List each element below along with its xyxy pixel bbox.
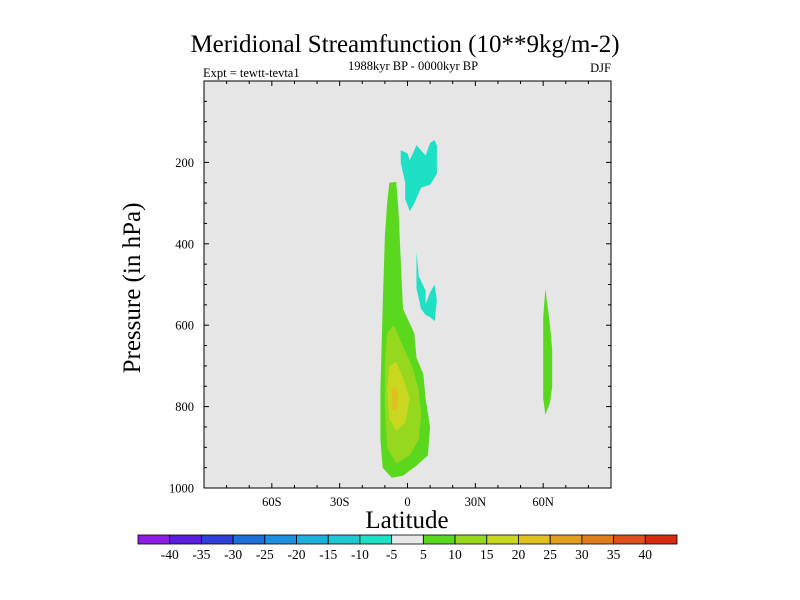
colorbar-swatch bbox=[264, 534, 297, 545]
colorbar-swatch bbox=[581, 534, 614, 545]
x-axis-label: Latitude bbox=[365, 507, 448, 534]
colorbar-label: 5 bbox=[420, 547, 427, 562]
colorbar-swatch bbox=[296, 534, 329, 545]
colorbar-label: -40 bbox=[161, 547, 179, 562]
colorbar-swatch bbox=[137, 534, 171, 545]
contour-region-5 bbox=[400, 140, 437, 212]
y-tick-label: 600 bbox=[175, 319, 194, 333]
x-tick-label: 60S bbox=[262, 495, 282, 509]
colorbar-label: -30 bbox=[224, 547, 242, 562]
colorbar-swatch bbox=[486, 534, 519, 545]
colorbar-label: -10 bbox=[351, 547, 369, 562]
colorbar-swatch bbox=[454, 534, 488, 545]
colorbar-swatch bbox=[201, 534, 234, 545]
contour-region-3 bbox=[387, 361, 410, 431]
x-tick-label: 0 bbox=[404, 495, 410, 509]
colorbar-label: 15 bbox=[480, 547, 494, 562]
colorbar-labels: -40 -35 -30 -25 -20 -15 -10 -5 5 10 15 20 25 30 35 40 bbox=[161, 547, 653, 562]
colorbar-label: 20 bbox=[512, 547, 526, 562]
colorbar-label: 25 bbox=[543, 547, 557, 562]
y-tick-labels: 200 400 600 800 1000 bbox=[169, 156, 194, 496]
contour-region-4 bbox=[391, 386, 399, 411]
colorbar-swatch bbox=[391, 534, 424, 545]
colorbar-label: -35 bbox=[192, 547, 210, 562]
colorbar-swatch bbox=[518, 534, 551, 545]
experiment-label: Expt = tewtt-tevta1 bbox=[203, 66, 300, 80]
colorbar-label: 10 bbox=[448, 547, 462, 562]
colorbar-swatch bbox=[232, 534, 266, 545]
y-tick-label: 200 bbox=[175, 156, 194, 170]
contour-region-6 bbox=[416, 251, 437, 322]
colorbar-label: -25 bbox=[256, 547, 274, 562]
x-tick-label: 60N bbox=[532, 495, 554, 509]
colorbar-swatch bbox=[169, 534, 202, 545]
colorbar-swatch bbox=[613, 534, 646, 545]
colorbar-label: 35 bbox=[607, 547, 621, 562]
colorbar-swatch bbox=[644, 534, 678, 545]
x-tick-label: 30N bbox=[465, 495, 487, 509]
colorbar-label: 40 bbox=[639, 547, 653, 562]
colorbar-label: -15 bbox=[319, 547, 337, 562]
colorbar-swatch bbox=[327, 534, 361, 545]
season-label: DJF bbox=[590, 61, 611, 75]
colorbar bbox=[137, 534, 678, 545]
time-period-label: 1988kyr BP - 0000kyr BP bbox=[348, 59, 478, 73]
contour-region-7 bbox=[543, 288, 553, 415]
colorbar-label: -5 bbox=[386, 547, 397, 562]
colorbar-label: -20 bbox=[288, 547, 306, 562]
axis-ticks bbox=[203, 80, 612, 489]
y-tick-label: 800 bbox=[175, 400, 194, 414]
chart-title: Meridional Streamfunction (10**9kg/m-2) bbox=[190, 31, 619, 58]
y-tick-label: 400 bbox=[175, 237, 194, 251]
y-tick-label: 1000 bbox=[169, 482, 194, 496]
x-tick-labels: 60S 30S 0 30N 60N bbox=[262, 495, 554, 509]
y-axis-label: Pressure (in hPa) bbox=[119, 203, 146, 374]
colorbar-label: 30 bbox=[575, 547, 589, 562]
colorbar-swatch bbox=[359, 534, 393, 545]
colorbar-swatch bbox=[549, 534, 583, 545]
x-tick-label: 30S bbox=[330, 495, 350, 509]
colorbar-swatch bbox=[422, 534, 456, 545]
contour-fields bbox=[380, 140, 553, 478]
